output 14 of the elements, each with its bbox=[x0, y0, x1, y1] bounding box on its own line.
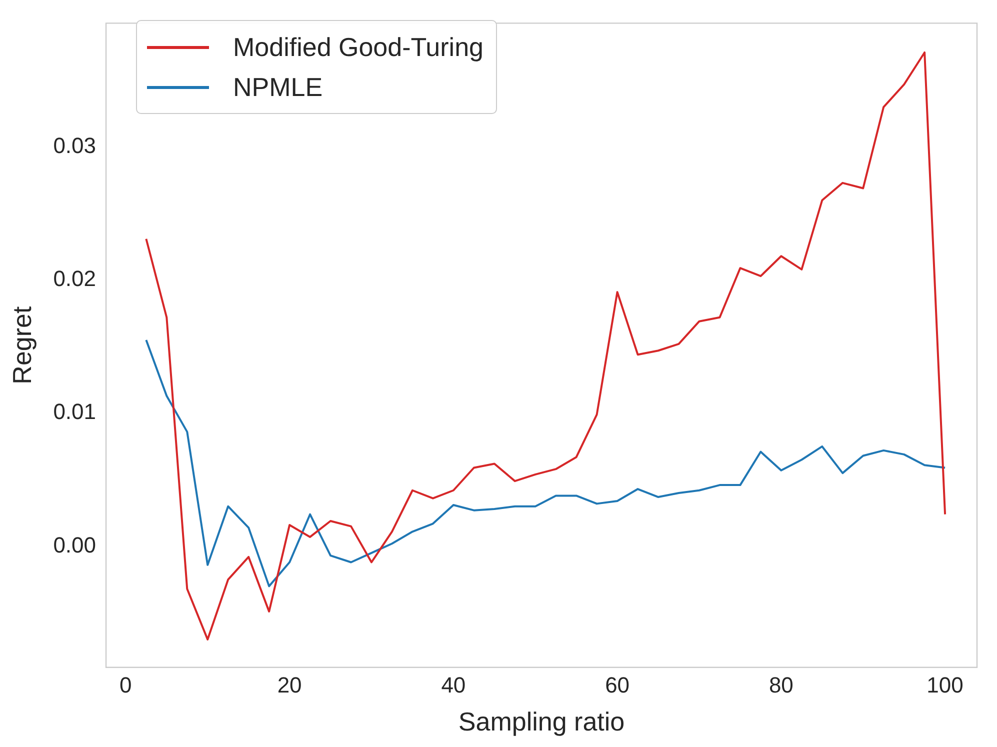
y-tick-label: 0.00 bbox=[53, 532, 96, 558]
x-tick-label: 40 bbox=[441, 672, 466, 698]
y-axis-title: Regret bbox=[6, 306, 37, 384]
x-tick-label: 60 bbox=[605, 672, 630, 698]
legend-label: Modified Good-Turing bbox=[233, 32, 484, 62]
x-tick-label: 20 bbox=[277, 672, 302, 698]
y-tick-label: 0.02 bbox=[53, 266, 96, 292]
x-axis-title: Sampling ratio bbox=[458, 706, 625, 737]
y-tick-label: 0.01 bbox=[53, 399, 96, 424]
x-tick-label: 100 bbox=[926, 672, 964, 698]
y-tick-label: 0.03 bbox=[53, 133, 96, 158]
legend-label: NPMLE bbox=[233, 72, 323, 102]
x-tick-label: 80 bbox=[768, 672, 794, 698]
x-tick-label: 0 bbox=[120, 672, 132, 698]
